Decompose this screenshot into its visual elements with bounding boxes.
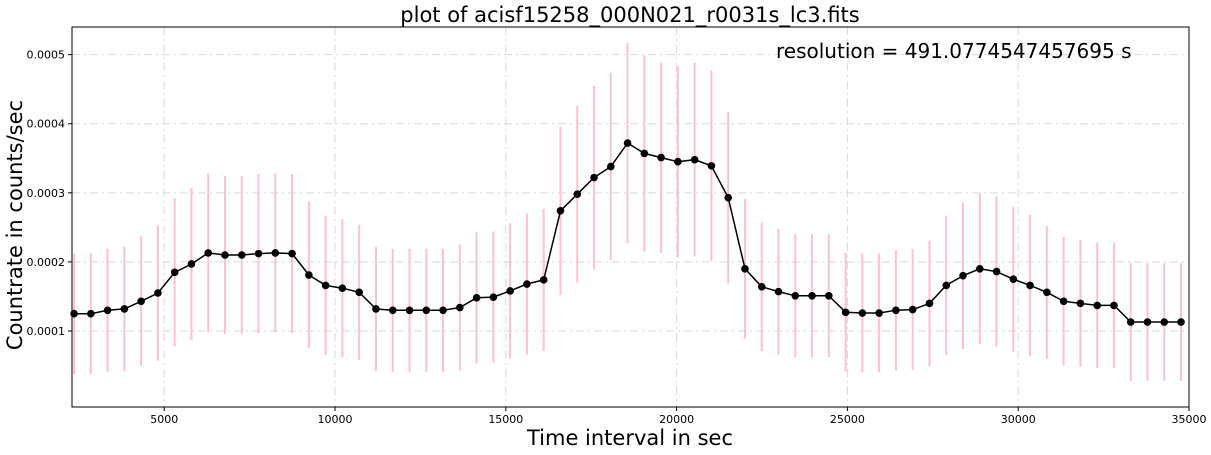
data-point — [221, 251, 229, 259]
data-point — [573, 190, 582, 198]
data-point — [875, 309, 883, 317]
data-point — [254, 249, 263, 258]
data-point — [841, 308, 850, 317]
data-point — [1026, 281, 1034, 290]
grid — [72, 27, 1190, 407]
resolution-annotation: resolution = 491.0774547457695 s — [776, 39, 1132, 63]
data-point — [154, 289, 162, 297]
data-point — [674, 157, 682, 166]
data-point — [422, 306, 431, 315]
data-point — [305, 271, 313, 279]
data-point — [741, 265, 749, 273]
data-point — [288, 249, 296, 258]
data-point — [70, 309, 78, 318]
data-point — [1160, 318, 1169, 326]
data-point — [321, 281, 330, 290]
data-point — [1126, 318, 1135, 326]
data-point — [657, 153, 665, 162]
data-point — [388, 306, 397, 315]
data-point — [892, 306, 900, 315]
data-point — [825, 291, 833, 300]
data-point — [975, 265, 984, 273]
y-tick-label: 0.0004 — [27, 118, 66, 131]
data-point — [405, 306, 414, 315]
data-point — [523, 280, 531, 288]
data-point — [908, 305, 917, 314]
data-point — [623, 139, 632, 147]
data-point — [724, 193, 732, 202]
y-tick-label: 0.0002 — [27, 256, 66, 269]
data-point — [271, 249, 280, 257]
data-point — [1059, 297, 1068, 306]
data-point — [1076, 299, 1085, 308]
x-tick-label: 10000 — [318, 413, 353, 426]
data-point — [1110, 301, 1118, 310]
data-point — [472, 294, 481, 302]
x-axis-ticks: 5000 10000 15000 20000 25000 30000 35000 — [150, 407, 1207, 426]
y-tick-label: 0.0001 — [27, 325, 66, 338]
data-point — [1009, 275, 1018, 283]
x-tick-label: 35000 — [1172, 413, 1207, 426]
data-point — [707, 162, 716, 170]
data-point — [690, 155, 699, 164]
x-tick-label: 15000 — [488, 413, 523, 426]
plot-frame — [71, 26, 1190, 408]
data-points — [70, 139, 1185, 326]
y-tick-label: 0.0003 — [27, 187, 66, 200]
data-point — [137, 297, 145, 306]
data-point — [640, 149, 649, 158]
data-point — [237, 251, 246, 259]
data-point — [355, 288, 363, 297]
data-point — [103, 306, 112, 315]
data-point — [170, 268, 179, 277]
data-point — [187, 260, 196, 268]
error-bars — [73, 42, 1183, 381]
data-point — [942, 281, 951, 290]
data-point — [87, 309, 95, 318]
data-point — [1143, 318, 1152, 326]
data-point — [858, 309, 867, 317]
x-tick-label: 30000 — [1001, 413, 1036, 426]
y-axis-ticks: 0.0001 0.0002 0.0003 0.0004 0.0005 — [27, 49, 72, 338]
y-tick-label: 0.0005 — [27, 49, 66, 62]
data-point — [372, 305, 380, 313]
data-point — [456, 303, 464, 312]
data-point — [959, 271, 967, 280]
data-point — [590, 173, 598, 182]
data-point — [556, 206, 565, 215]
data-point — [992, 267, 1001, 276]
data-point — [539, 276, 548, 284]
data-point — [1093, 301, 1101, 310]
data-point — [757, 282, 766, 291]
x-tick-label: 5000 — [150, 413, 178, 426]
data-point — [1043, 288, 1051, 297]
data-point — [1177, 318, 1185, 326]
data-point — [791, 291, 800, 300]
y-axis-title: Countrate in counts/sec — [3, 100, 27, 350]
data-point — [489, 293, 498, 301]
data-point — [439, 306, 447, 315]
data-point — [506, 287, 514, 295]
x-tick-label: 20000 — [659, 413, 694, 426]
data-point — [120, 305, 129, 313]
data-point — [338, 284, 347, 292]
data-point — [774, 287, 783, 296]
data-point — [606, 162, 615, 171]
data-point — [204, 249, 213, 257]
x-axis-title: Time interval in sec — [526, 426, 733, 450]
data-point — [808, 291, 816, 300]
x-tick-label: 25000 — [830, 413, 865, 426]
data-point — [925, 299, 934, 308]
chart-title: plot of acisf15258_000N021_r0031s_lc3.fi… — [400, 3, 859, 28]
